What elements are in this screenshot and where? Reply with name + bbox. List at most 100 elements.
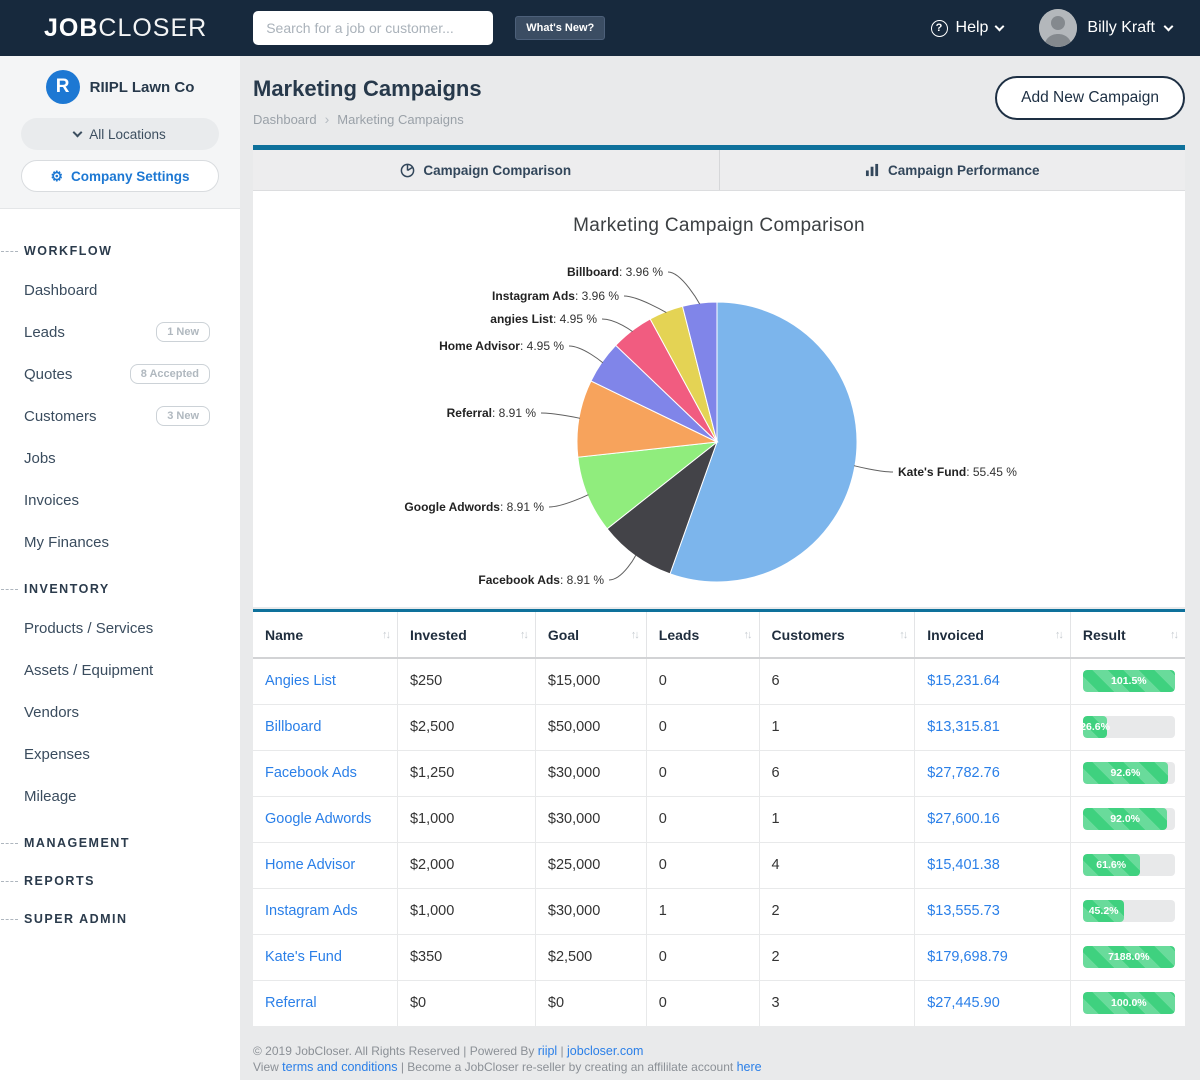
riipl-link[interactable]: riipl [538, 1044, 557, 1058]
section-header-workflow[interactable]: WORKFLOW [0, 239, 240, 263]
column-header-invoiced[interactable]: Invoiced↑↓ [915, 612, 1071, 658]
all-locations-dropdown[interactable]: All Locations [21, 118, 219, 150]
pie-label-billboard: Billboard: 3.96 % [567, 265, 663, 279]
column-header-goal[interactable]: Goal↑↓ [535, 612, 646, 658]
all-locations-label: All Locations [89, 127, 166, 142]
invoiced-link[interactable]: $27,782.76 [927, 765, 1000, 781]
add-new-campaign-button[interactable]: Add New Campaign [995, 76, 1185, 120]
dash-icon [1, 589, 18, 590]
invested-value: $1,000 [410, 903, 454, 919]
top-navbar: JOBCLOSER What's New? ? Help Billy Kraft [0, 0, 1200, 56]
sidebar-item-dashboard[interactable]: Dashboard [0, 269, 240, 311]
sidebar-item-jobs[interactable]: Jobs [0, 437, 240, 479]
leads-value: 0 [659, 673, 667, 689]
invested-value: $2,500 [410, 719, 454, 735]
dash-icon [1, 881, 18, 882]
goal-value: $25,000 [548, 857, 600, 873]
invoiced-link[interactable]: $13,315.81 [927, 719, 1000, 735]
result-progress-fill: 7188.0% [1083, 946, 1175, 968]
sidebar-item-invoices[interactable]: Invoices [0, 479, 240, 521]
customers-value: 1 [772, 811, 780, 827]
jobcloser-app: JOBCLOSER What's New? ? Help Billy Kraft… [0, 0, 1200, 1080]
jobcloser-link[interactable]: jobcloser.com [567, 1044, 643, 1058]
campaign-name-link[interactable]: Referral [265, 995, 317, 1011]
section-header-reports[interactable]: REPORTS [0, 869, 240, 893]
sort-icon: ↑↓ [744, 629, 751, 641]
breadcrumb-dashboard[interactable]: Dashboard [253, 112, 317, 127]
table-row: Google Adwords$1,000$30,00001$27,600.169… [253, 796, 1185, 842]
search-input[interactable] [253, 11, 493, 45]
leads-value: 0 [659, 857, 667, 873]
result-progress-bar: 92.6% [1083, 762, 1175, 784]
label-connector-line [624, 296, 666, 313]
campaigns-table: Name↑↓Invested↑↓Goal↑↓Leads↑↓Customers↑↓… [253, 609, 1185, 1026]
tab-campaign-comparison[interactable]: Campaign Comparison [253, 150, 719, 190]
sidebar-nav: WORKFLOW DashboardLeads1 NewQuotes8 Accep… [0, 209, 240, 931]
sidebar-item-mileage[interactable]: Mileage [0, 775, 240, 817]
leads-value: 0 [659, 949, 667, 965]
campaign-name-link[interactable]: Facebook Ads [265, 765, 357, 781]
result-progress-fill: 26.6% [1083, 716, 1107, 738]
whats-new-button[interactable]: What's New? [515, 16, 605, 40]
sidebar-item-assets-equipment[interactable]: Assets / Equipment [0, 649, 240, 691]
column-header-customers[interactable]: Customers↑↓ [759, 612, 915, 658]
dash-icon [1, 919, 18, 920]
sidebar-item-leads[interactable]: Leads1 New [0, 311, 240, 353]
company-settings-label: Company Settings [71, 169, 190, 184]
help-menu[interactable]: ? Help [931, 19, 1004, 37]
affiliate-link[interactable]: here [737, 1060, 762, 1074]
leads-value: 0 [659, 995, 667, 1011]
table-row: Billboard$2,500$50,00001$13,315.8126.6% [253, 704, 1185, 750]
invoiced-link[interactable]: $27,600.16 [927, 811, 1000, 827]
campaign-name-link[interactable]: Instagram Ads [265, 903, 358, 919]
bar-chart-icon [865, 163, 880, 177]
column-header-result[interactable]: Result↑↓ [1070, 612, 1185, 658]
invoiced-link[interactable]: $13,555.73 [927, 903, 1000, 919]
user-menu[interactable]: Billy Kraft [1039, 9, 1172, 47]
leads-value: 1 [659, 903, 667, 919]
label-connector-line [668, 272, 700, 304]
sidebar-item-my-finances[interactable]: My Finances [0, 521, 240, 563]
sort-icon: ↑↓ [631, 629, 638, 641]
sidebar-item-products-services[interactable]: Products / Services [0, 607, 240, 649]
invoiced-link[interactable]: $15,401.38 [927, 857, 1000, 873]
pie-label-kate-s-fund: Kate's Fund: 55.45 % [898, 465, 1017, 479]
campaign-name-link[interactable]: Kate's Fund [265, 949, 342, 965]
invoiced-link[interactable]: $27,445.90 [927, 995, 1000, 1011]
sidebar-item-expenses[interactable]: Expenses [0, 733, 240, 775]
result-progress-bar: 100.0% [1083, 992, 1175, 1014]
breadcrumb-current: Marketing Campaigns [337, 112, 463, 127]
label-connector-line [602, 319, 633, 332]
copyright-text: © 2019 JobCloser. All Rights Reserved | … [253, 1044, 538, 1058]
invested-value: $1,000 [410, 811, 454, 827]
company-settings-button[interactable]: ⚙ Company Settings [21, 160, 219, 192]
result-progress-bar: 61.6% [1083, 854, 1175, 876]
customers-value: 1 [772, 719, 780, 735]
invoiced-link[interactable]: $179,698.79 [927, 949, 1008, 965]
column-header-name[interactable]: Name↑↓ [253, 612, 397, 658]
column-header-leads[interactable]: Leads↑↓ [646, 612, 759, 658]
invoiced-link[interactable]: $15,231.64 [927, 673, 1000, 689]
section-header-inventory[interactable]: INVENTORY [0, 577, 240, 601]
terms-link[interactable]: terms and conditions [282, 1060, 397, 1074]
pie-chart-svg [253, 191, 1185, 607]
sidebar-item-quotes[interactable]: Quotes8 Accepted [0, 353, 240, 395]
status-badge: 8 Accepted [130, 364, 210, 384]
sidebar: R RIIPL Lawn Co All Locations ⚙ Company … [0, 56, 240, 1080]
campaign-name-link[interactable]: Home Advisor [265, 857, 355, 873]
sidebar-item-vendors[interactable]: Vendors [0, 691, 240, 733]
column-header-invested[interactable]: Invested↑↓ [397, 612, 535, 658]
result-progress-bar: 26.6% [1083, 716, 1175, 738]
section-header-management[interactable]: MANAGEMENT [0, 831, 240, 855]
goal-value: $30,000 [548, 765, 600, 781]
campaign-name-link[interactable]: Google Adwords [265, 811, 371, 827]
campaign-name-link[interactable]: Billboard [265, 719, 321, 735]
tab-campaign-performance[interactable]: Campaign Performance [719, 150, 1186, 190]
sidebar-item-customers[interactable]: Customers3 New [0, 395, 240, 437]
avatar [1039, 9, 1077, 47]
result-progress-fill: 92.6% [1083, 762, 1168, 784]
section-header-super-admin[interactable]: SUPER ADMIN [0, 907, 240, 931]
campaign-name-link[interactable]: Angies List [265, 673, 336, 689]
company-switcher[interactable]: R RIIPL Lawn Co [16, 70, 224, 104]
jobcloser-logo[interactable]: JOBCLOSER [44, 14, 207, 43]
